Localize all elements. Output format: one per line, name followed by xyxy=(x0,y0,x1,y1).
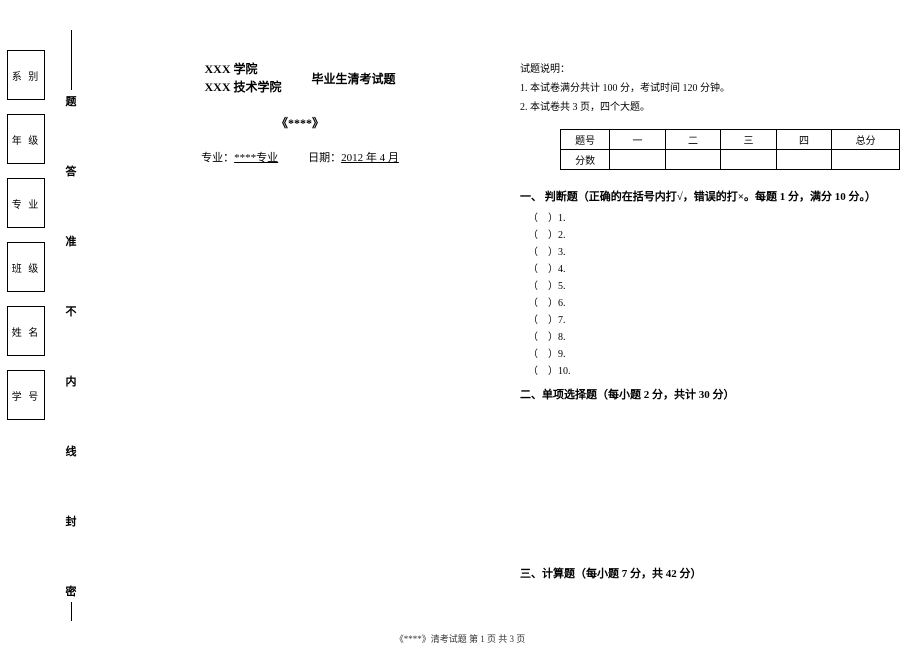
section-1-title: 一、 判断题（正确的在括号内打√，错误的打×。每题 1 分，满分 10 分。） xyxy=(520,188,900,204)
cell-blank xyxy=(776,150,831,170)
cell-header: 题号 xyxy=(561,130,610,150)
section-3-title: 三、计算题（每小题 7 分，共 42 分） xyxy=(520,565,900,581)
table-row: 题号 一 二 三 四 总分 xyxy=(561,130,900,150)
seal-char: 准 xyxy=(66,230,77,252)
seal-char: 不 xyxy=(66,300,77,322)
label-class: 班 级 xyxy=(7,242,45,292)
seal-chars: 题 答 准 不 内 线 封 密 xyxy=(52,90,90,602)
cell-blank xyxy=(721,150,776,170)
label-grade: 年 级 xyxy=(7,114,45,164)
question-item: （ ）10. xyxy=(528,363,900,380)
seal-char: 封 xyxy=(66,510,77,532)
question-item: （ ）9. xyxy=(528,346,900,363)
school-name-2: XXX 技术学院 xyxy=(204,78,281,96)
school-names: XXX 学院 XXX 技术学院 xyxy=(204,60,281,96)
question-item: （ ）4. xyxy=(528,261,900,278)
label-major: 专 业 xyxy=(7,178,45,228)
left-column: XXX 学院 XXX 技术学院 毕业生清考试题 《****》 专业：****专业… xyxy=(110,30,490,641)
question-item: （ ）3. xyxy=(528,244,900,261)
section-1-questions: （ ）1. （ ）2. （ ）3. （ ）4. （ ）5. （ ）6. （ ）7… xyxy=(520,210,900,380)
cell-header: 四 xyxy=(776,130,831,150)
exam-title: 毕业生清考试题 xyxy=(311,70,395,87)
question-item: （ ）7. xyxy=(528,312,900,329)
seal-char: 答 xyxy=(66,160,77,182)
section-2-title: 二、单项选择题（每小题 2 分，共计 30 分） xyxy=(520,386,900,402)
seal-char: 题 xyxy=(66,90,77,112)
right-column: 试题说明： 1. 本试卷满分共计 100 分，考试时间 120 分钟。 2. 本… xyxy=(520,30,900,641)
page-footer: 《****》清考试题 第 1 页 共 3 页 xyxy=(0,632,920,645)
school-name-1: XXX 学院 xyxy=(204,60,281,78)
course-title: 《****》 xyxy=(276,114,324,131)
table-row: 分数 xyxy=(561,150,900,170)
question-item: （ ）5. xyxy=(528,278,900,295)
cell-blank xyxy=(610,150,665,170)
cell-blank xyxy=(832,150,900,170)
seal-char: 密 xyxy=(66,580,77,602)
seal-char: 内 xyxy=(66,370,77,392)
header-row: XXX 学院 XXX 技术学院 毕业生清考试题 xyxy=(110,60,490,96)
label-dept: 系 别 xyxy=(7,50,45,100)
question-item: （ ）6. xyxy=(528,295,900,312)
cell-header: 三 xyxy=(721,130,776,150)
cell-label: 分数 xyxy=(561,150,610,170)
main-content: XXX 学院 XXX 技术学院 毕业生清考试题 《****》 专业：****专业… xyxy=(90,0,920,651)
instructions-line2: 2. 本试卷共 3 页，四个大题。 xyxy=(520,98,900,117)
instructions-title: 试题说明： xyxy=(520,60,900,79)
meta-row: 专业：****专业 日期：2012 年 4 月 xyxy=(201,149,399,165)
date-field: 日期：2012 年 4 月 xyxy=(308,149,399,165)
cell-header: 总分 xyxy=(832,130,900,150)
question-item: （ ）1. xyxy=(528,210,900,227)
student-info-sidebar: 系 别 年 级 专 业 班 级 姓 名 学 号 xyxy=(0,0,52,651)
seal-line-column: 题 答 准 不 内 线 封 密 xyxy=(52,0,90,651)
question-item: （ ）8. xyxy=(528,329,900,346)
label-id: 学 号 xyxy=(7,370,45,420)
instructions-line1: 1. 本试卷满分共计 100 分，考试时间 120 分钟。 xyxy=(520,79,900,98)
cell-header: 二 xyxy=(665,130,720,150)
label-name: 姓 名 xyxy=(7,306,45,356)
cell-header: 一 xyxy=(610,130,665,150)
cell-blank xyxy=(665,150,720,170)
seal-char: 线 xyxy=(66,440,77,462)
instructions: 试题说明： 1. 本试卷满分共计 100 分，考试时间 120 分钟。 2. 本… xyxy=(520,60,900,117)
major-field: 专业：****专业 xyxy=(201,149,278,165)
question-item: （ ）2. xyxy=(528,227,900,244)
score-table: 题号 一 二 三 四 总分 分数 xyxy=(560,129,900,170)
